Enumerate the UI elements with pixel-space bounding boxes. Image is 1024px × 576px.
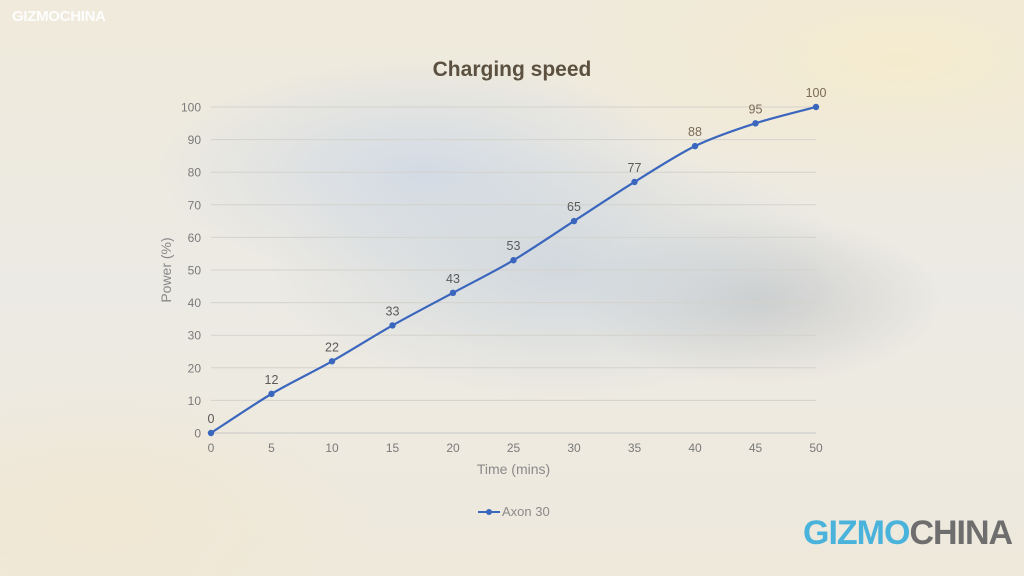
data-point-marker: [510, 257, 517, 264]
x-tick-label: 20: [446, 441, 460, 455]
y-tick-label: 70: [188, 198, 202, 212]
data-point-marker: [570, 217, 578, 225]
data-label: 12: [265, 373, 279, 387]
y-tick-label: 100: [181, 101, 201, 115]
legend-line-marker-icon: [478, 508, 500, 515]
logo-part-china: CHINA: [909, 514, 1013, 552]
chart-title: Charging speed: [432, 58, 592, 81]
data-point-marker: [328, 358, 336, 365]
data-point-marker: [268, 390, 275, 398]
x-tick-label: 30: [567, 441, 581, 455]
data-point-marker: [389, 322, 396, 329]
data-label: 95: [749, 102, 763, 116]
y-tick-label: 10: [188, 394, 202, 408]
data-label: 65: [567, 200, 581, 214]
x-tick-label: 35: [628, 441, 642, 455]
watermark-bottom-logo: GIZMOCHINA: [803, 514, 1013, 553]
y-tick-label: 80: [188, 166, 202, 180]
y-tick-label: 30: [188, 329, 202, 343]
y-axis-title: Power (%): [158, 237, 174, 302]
watermark-top-logo: GIZMOCHINA: [12, 8, 106, 25]
data-label: 88: [688, 125, 702, 139]
legend-label: Axon 30: [502, 504, 550, 519]
x-tick-label: 45: [749, 441, 763, 455]
data-label: 77: [628, 161, 642, 175]
y-tick-label: 90: [188, 133, 202, 147]
x-axis-title: Time (mins): [477, 461, 550, 477]
x-tick-label: 5: [268, 441, 275, 455]
x-tick-label: 0: [208, 441, 215, 455]
data-point-marker: [207, 429, 215, 437]
y-tick-label: 40: [188, 296, 202, 310]
y-tick-label: 0: [194, 427, 201, 441]
x-tick-label: 15: [386, 441, 400, 455]
x-tick-label: 10: [325, 441, 339, 455]
data-label: 22: [325, 340, 339, 354]
y-tick-label: 50: [188, 264, 202, 278]
data-label: 33: [386, 304, 400, 318]
data-point-marker: [812, 103, 820, 111]
data-label: 100: [806, 86, 827, 100]
logo-part-gizmo: GIZMO: [803, 514, 910, 552]
x-tick-label: 25: [507, 441, 521, 455]
data-label: 43: [446, 272, 460, 286]
legend: Axon 30: [478, 504, 550, 519]
x-tick-label: 40: [688, 441, 702, 455]
data-point-marker: [449, 289, 457, 297]
y-tick-label: 60: [188, 231, 202, 245]
data-point-marker: [752, 120, 759, 127]
y-tick-label: 20: [188, 361, 202, 375]
data-point-marker: [631, 178, 638, 186]
data-label: 0: [208, 412, 215, 426]
data-label: 53: [507, 239, 521, 253]
data-point-marker: [691, 142, 699, 150]
x-tick-label: 50: [809, 441, 823, 455]
